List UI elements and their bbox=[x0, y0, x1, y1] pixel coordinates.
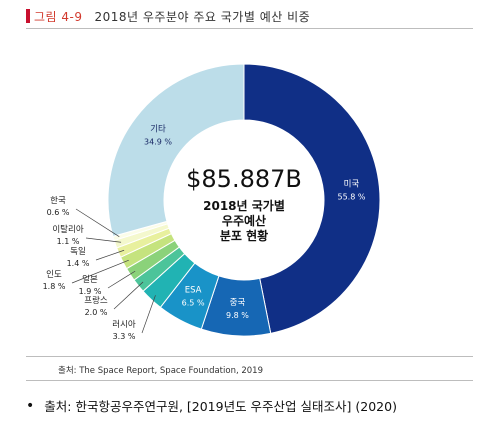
chart-divider-bottom bbox=[26, 380, 473, 381]
slice-value-8: 1.1 % bbox=[57, 237, 80, 246]
center-value: $85.887B bbox=[186, 165, 302, 193]
slice-value-7: 1.4 % bbox=[67, 259, 90, 268]
slice-label-6: 인도 bbox=[46, 269, 62, 280]
slice-value-2: 6.5 % bbox=[182, 298, 205, 307]
slice-label-2: ESA bbox=[185, 285, 202, 295]
leader-line-6 bbox=[71, 259, 129, 284]
slice-value-9: 0.6 % bbox=[47, 208, 70, 217]
slice-value-4: 2.0 % bbox=[85, 308, 108, 317]
figure-header: 그림 4-9 2018년 우주분야 주요 국가별 예산 비중 bbox=[26, 6, 310, 26]
figure-number: 그림 4-9 bbox=[34, 9, 83, 24]
slice-value-3: 3.3 % bbox=[113, 332, 136, 341]
slice-label-3: 러시아 bbox=[112, 319, 136, 330]
slice-label-1: 중국 bbox=[230, 298, 246, 308]
leader-line-7 bbox=[95, 249, 125, 261]
slice-value-10: 34.9 % bbox=[144, 138, 172, 147]
slice-labels: 미국 55.8 % 중국 9.8 % ESA 6.5 % 러시아 3.3 % 프랑스 2.0 % 일… bbox=[43, 125, 366, 341]
leader-lines bbox=[71, 208, 156, 334]
center-label-line-1: 2018년 국가별 bbox=[203, 198, 285, 213]
slice-value-1: 9.8 % bbox=[226, 311, 249, 320]
leader-line-5 bbox=[107, 270, 136, 289]
slice-value-5: 1.9 % bbox=[79, 287, 102, 296]
center-label-line-2: 우주예산 bbox=[222, 213, 266, 228]
leader-line-3 bbox=[141, 295, 156, 334]
slice-label-8: 이탈리아 bbox=[52, 224, 83, 235]
chart-source: 출처: The Space Report, Space Foundation, … bbox=[58, 366, 263, 376]
donut-chart: 미국 55.8 % 중국 9.8 % ESA 6.5 % 러시아 3.3 % 프랑스 2.0 % 일… bbox=[43, 63, 381, 341]
slice-label-10: 기타 bbox=[150, 125, 166, 135]
figure-accent-bar bbox=[26, 9, 30, 23]
slice-label-0: 미국 bbox=[344, 179, 360, 189]
slice-value-6: 1.8 % bbox=[43, 282, 66, 291]
leader-line-9 bbox=[75, 208, 120, 237]
bullet-icon: • bbox=[26, 397, 35, 414]
center-label-line-3: 분포 현황 bbox=[220, 228, 268, 243]
slice-label-7: 독일 bbox=[70, 247, 86, 257]
slice-label-9: 한국 bbox=[50, 196, 66, 206]
leader-line-8 bbox=[85, 237, 122, 243]
figure-title: 2018년 우주분야 주요 국가별 예산 비중 bbox=[94, 9, 311, 24]
slice-10 bbox=[107, 63, 245, 237]
slice-0 bbox=[243, 63, 381, 334]
footnote-text: 출처: 한국항공우주연구원, [2019년도 우주산업 실태조사] (2020) bbox=[44, 399, 397, 414]
leader-line-4 bbox=[113, 281, 144, 310]
chart-divider-top bbox=[26, 356, 473, 357]
header-divider bbox=[26, 28, 473, 29]
footnote: • 출처: 한국항공우주연구원, [2019년도 우주산업 실태조사] (202… bbox=[26, 396, 397, 415]
slice-label-4: 프랑스 bbox=[84, 295, 108, 306]
slice-label-5: 일본 bbox=[82, 275, 98, 285]
donut-slices bbox=[107, 63, 381, 337]
slice-value-0: 55.8 % bbox=[337, 192, 365, 201]
